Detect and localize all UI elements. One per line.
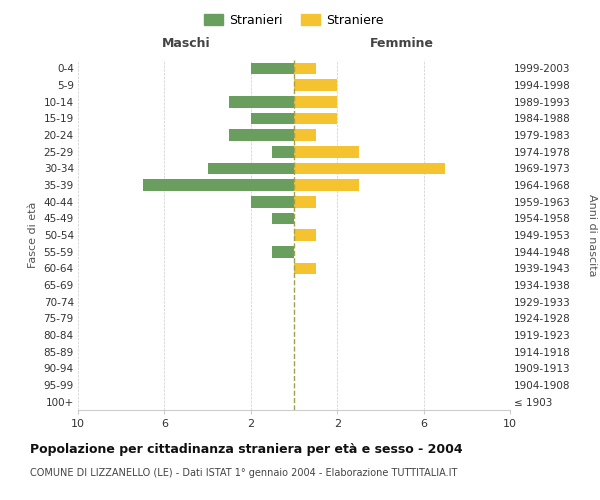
Text: Anni di nascita: Anni di nascita (587, 194, 597, 276)
Bar (294, 112, 337, 124)
Legend: Stranieri, Straniere: Stranieri, Straniere (199, 8, 389, 32)
Bar (294, 179, 359, 191)
Bar (272, 246, 294, 258)
Y-axis label: Fasce di età: Fasce di età (28, 202, 38, 268)
Bar (294, 262, 316, 274)
Bar (229, 129, 294, 141)
Bar (294, 79, 337, 91)
Bar (294, 196, 316, 207)
Bar (272, 212, 294, 224)
Text: Maschi: Maschi (161, 37, 211, 50)
Bar (251, 112, 294, 124)
Bar (229, 96, 294, 108)
Bar (294, 146, 359, 158)
Bar (294, 162, 445, 174)
Text: COMUNE DI LIZZANELLO (LE) - Dati ISTAT 1° gennaio 2004 - Elaborazione TUTTITALIA: COMUNE DI LIZZANELLO (LE) - Dati ISTAT 1… (30, 468, 457, 477)
Bar (294, 129, 316, 141)
Bar (294, 62, 316, 74)
Bar (143, 179, 294, 191)
Bar (251, 196, 294, 207)
Bar (294, 229, 316, 241)
Bar (208, 162, 294, 174)
Bar (272, 146, 294, 158)
Bar (294, 96, 337, 108)
Bar (251, 62, 294, 74)
Text: Femmine: Femmine (370, 37, 434, 50)
Text: Popolazione per cittadinanza straniera per età e sesso - 2004: Popolazione per cittadinanza straniera p… (30, 442, 463, 456)
